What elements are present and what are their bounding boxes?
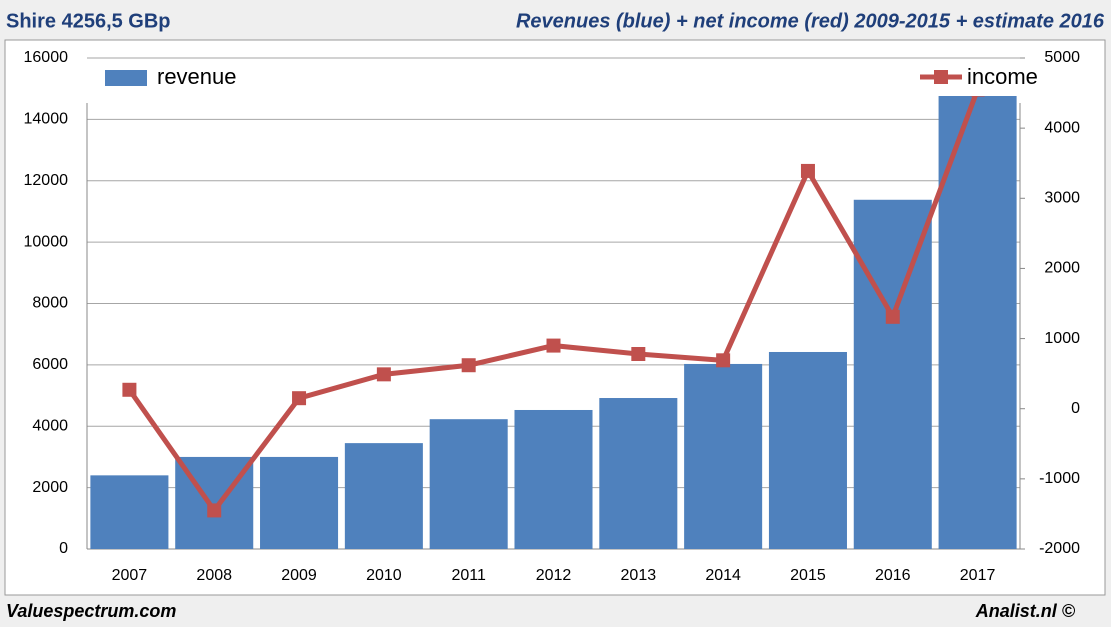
- bar: [514, 409, 593, 549]
- legend-label: income: [967, 64, 1038, 89]
- bar: [344, 443, 423, 549]
- y2-tick-label: -2000: [1039, 540, 1080, 557]
- y-tick-label: 2000: [32, 479, 68, 496]
- y-tick-label: 12000: [24, 172, 69, 189]
- legend-swatch: [105, 70, 147, 86]
- bar: [90, 475, 169, 549]
- x-tick-label: 2015: [790, 567, 826, 584]
- x-tick-label: 2017: [960, 567, 996, 584]
- y-tick-label: 16000: [24, 49, 69, 66]
- income-marker: [546, 338, 561, 353]
- income-marker: [885, 309, 900, 324]
- y-tick-label: 0: [59, 540, 68, 557]
- y2-tick-label: 3000: [1044, 190, 1080, 207]
- x-tick-label: 2012: [536, 567, 572, 584]
- y-tick-label: 6000: [32, 356, 68, 373]
- bar: [684, 363, 763, 549]
- bar: [260, 456, 339, 549]
- x-tick-label: 2013: [621, 567, 657, 584]
- legend-marker: [934, 70, 948, 84]
- income-marker: [122, 382, 137, 397]
- bar: [938, 91, 1017, 549]
- bar: [429, 419, 508, 549]
- income-marker: [292, 391, 307, 406]
- bar: [599, 398, 678, 549]
- legend-label: revenue: [157, 64, 237, 89]
- income-marker: [461, 358, 476, 373]
- x-tick-label: 2007: [112, 567, 148, 584]
- x-tick-label: 2011: [451, 567, 486, 584]
- income-marker: [207, 503, 222, 518]
- y2-tick-label: 4000: [1044, 119, 1080, 136]
- income-marker: [800, 163, 815, 178]
- y2-tick-label: 0: [1071, 400, 1080, 417]
- bar: [853, 199, 932, 549]
- footer-right: Analist.nl ©: [975, 601, 1076, 621]
- income-marker: [716, 353, 731, 368]
- y2-tick-label: 1000: [1044, 330, 1080, 347]
- y-tick-label: 10000: [24, 233, 69, 250]
- y2-tick-label: -1000: [1039, 470, 1080, 487]
- x-tick-label: 2016: [875, 567, 911, 584]
- x-tick-label: 2010: [366, 567, 402, 584]
- footer-left: Valuespectrum.com: [6, 601, 176, 621]
- chart-title: Shire 4256,5 GBp: [6, 10, 171, 32]
- y-tick-label: 4000: [32, 417, 68, 434]
- y2-tick-label: 2000: [1044, 260, 1080, 277]
- x-tick-label: 2008: [196, 567, 232, 584]
- bar: [768, 351, 847, 549]
- y-tick-label: 14000: [24, 111, 69, 128]
- chart-subtitle: Revenues (blue) + net income (red) 2009-…: [516, 10, 1105, 32]
- y2-tick-label: 5000: [1044, 49, 1080, 66]
- income-marker: [631, 347, 646, 362]
- x-tick-label: 2014: [705, 567, 741, 584]
- income-marker: [376, 367, 391, 382]
- x-tick-label: 2009: [281, 567, 317, 584]
- y-tick-label: 8000: [32, 295, 68, 312]
